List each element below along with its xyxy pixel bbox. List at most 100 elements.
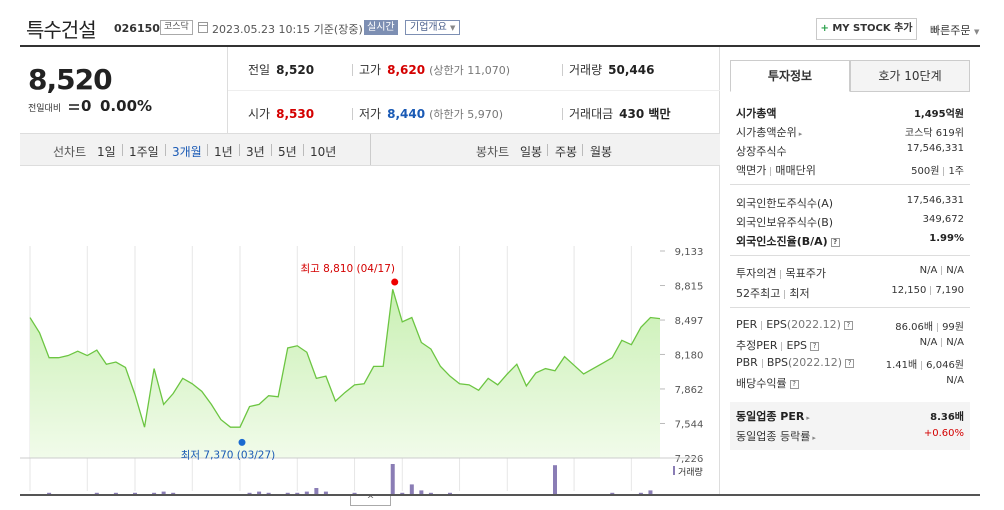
divider	[352, 108, 353, 120]
foreign-limit-row: 외국인한도주식수(A) 17,546,331	[736, 195, 964, 210]
trade-amount: 거래대금 430 백만	[569, 107, 671, 121]
listed-shares-row: 상장주식수 17,546,331	[736, 143, 964, 158]
industry-change-row[interactable]: 동일업종 등락률 ▸ +0.60%	[736, 428, 964, 443]
divider	[730, 184, 970, 185]
divider	[122, 144, 123, 156]
max-label: 최고 8,810 (04/17)	[300, 263, 395, 275]
52w-range-row: 52주최고 최저 12,150 7,190	[736, 285, 964, 300]
divider	[370, 134, 371, 165]
tab-invest-info[interactable]: 투자정보	[730, 60, 850, 92]
collapse-chart-button[interactable]: ^	[350, 496, 391, 506]
volume-bar	[94, 492, 99, 495]
industry-box	[730, 402, 970, 450]
candle-weekly[interactable]: 주봉	[555, 145, 578, 159]
candle-monthly[interactable]: 월봉	[590, 145, 613, 159]
est-per-row: 추정PER EPS? N/A N/A	[736, 337, 964, 352]
par-value-row: 액면가 매매단위 500원 1주	[736, 164, 964, 177]
volume-bar	[113, 492, 118, 495]
company-overview-dropdown[interactable]: 기업개요 ▼	[405, 20, 461, 35]
volume-bar	[152, 492, 157, 495]
company-overview-label: 기업개요	[410, 22, 447, 33]
my-stock-add-button[interactable]: + MY STOCK 추가	[816, 18, 917, 40]
help-icon[interactable]: ?	[789, 379, 799, 389]
realtime-button[interactable]: 실시간	[364, 20, 398, 35]
divider	[547, 144, 548, 156]
divider	[730, 307, 970, 308]
plus-icon: +	[820, 23, 829, 34]
chevron-right-icon: ▸	[798, 130, 803, 138]
change-label: 전일대비	[28, 104, 62, 114]
header-divider	[20, 45, 980, 47]
prev-close: 전일 8,520	[248, 63, 315, 77]
price-chart[interactable]: 9,133 8,815 8,497 8,180 7,862 7,544 7,226 최고 8,…	[20, 166, 720, 495]
price-line	[29, 289, 661, 428]
foreign-ratio-row: 외국인소진율(B/A)? 1.99%	[736, 233, 964, 248]
y-tick-label: 8,815	[675, 282, 704, 293]
volume-bar	[295, 492, 300, 495]
invest-info-panel: 투자정보 호가 10단계 시가총액 1,495억원 시가총액순위 ▸ 코스닥 619위…	[730, 60, 970, 500]
market-badge: 코스닥	[160, 20, 193, 35]
industry-per-row[interactable]: 동일업종 PER ▸ 8.36배	[736, 410, 964, 423]
period-3m[interactable]: 3개월	[172, 145, 202, 159]
candle-daily[interactable]: 일봉	[520, 145, 543, 159]
period-3y[interactable]: 3년	[246, 145, 265, 159]
volume-bar	[285, 492, 290, 495]
y-tick-label: 9,133	[675, 247, 704, 258]
volume-bar	[409, 484, 414, 495]
price-stats: 전일 8,520 고가 8,620 (상한가 11,070) 거래량 50,446 시가…	[228, 47, 720, 133]
volume-bar	[553, 465, 557, 495]
quick-order-button[interactable]: 빠른주문 ▼	[930, 22, 979, 38]
period-1y[interactable]: 1년	[214, 145, 233, 159]
opinion-row: 투자의견 목표주가 N/A N/A	[736, 265, 964, 280]
price-area	[30, 289, 660, 458]
period-5y[interactable]: 5년	[278, 145, 297, 159]
volume-bar	[314, 488, 319, 495]
calendar-icon	[198, 22, 208, 33]
stats-divider	[228, 90, 720, 91]
divider	[303, 144, 304, 156]
chart-bottom-border	[20, 494, 980, 496]
volume-bar	[400, 492, 405, 495]
day-low: 저가 8,440 (하한가 5,970)	[359, 107, 503, 121]
help-icon[interactable]: ?	[810, 341, 820, 351]
volume-bar	[390, 464, 395, 495]
market-cap-rank-row[interactable]: 시가총액순위 ▸ 코스닥 619위	[736, 126, 964, 139]
help-icon[interactable]: ?	[830, 237, 840, 247]
divider	[165, 144, 166, 156]
period-10y[interactable]: 10년	[310, 145, 337, 159]
stock-code: 026150	[114, 22, 160, 35]
divider	[352, 64, 353, 76]
quote-panel: 8,520 전일대비 0 0.00% 전일 8,520 고가 8,620 (상한가 1…	[20, 47, 720, 495]
min-marker	[238, 438, 246, 446]
volume-bar	[352, 492, 357, 495]
y-tick-label: 7,544	[675, 419, 704, 430]
help-icon[interactable]: ?	[843, 320, 853, 330]
volume-bar	[266, 492, 271, 495]
divider	[239, 144, 240, 156]
line-chart-label: 선차트	[53, 145, 87, 159]
chevron-down-icon: ▼	[973, 28, 980, 36]
y-tick-label: 7,862	[675, 385, 704, 396]
volume-bar	[171, 492, 176, 495]
price-box: 8,520 전일대비 0 0.00%	[20, 47, 228, 133]
chevron-right-icon: ▸	[806, 414, 810, 422]
no-change-icon	[69, 103, 79, 110]
volume-bar	[133, 492, 137, 495]
period-1w[interactable]: 1주일	[129, 145, 159, 159]
open-price: 시가 8,530	[248, 107, 315, 121]
volume-bar	[161, 491, 166, 495]
my-stock-label: MY STOCK 추가	[832, 23, 913, 34]
volume-bar	[648, 490, 653, 495]
help-icon[interactable]: ?	[845, 358, 855, 368]
volume: 거래량 50,446	[569, 63, 655, 77]
tab-order-book[interactable]: 호가 10단계	[850, 60, 970, 92]
volume-legend-label: 거래량	[678, 466, 703, 478]
min-label: 최저 7,370 (03/27)	[181, 449, 276, 461]
volume-bar	[638, 492, 643, 495]
divider	[562, 64, 563, 76]
period-1d[interactable]: 1일	[97, 145, 116, 159]
volume-bar	[610, 492, 615, 495]
period-bar: 선차트 1일 1주일 3개월 1년 3년 5년 10년 봉차트 일봉 주봉 월봉	[20, 133, 720, 166]
volume-bar	[304, 491, 309, 495]
volume-bar	[257, 491, 262, 495]
